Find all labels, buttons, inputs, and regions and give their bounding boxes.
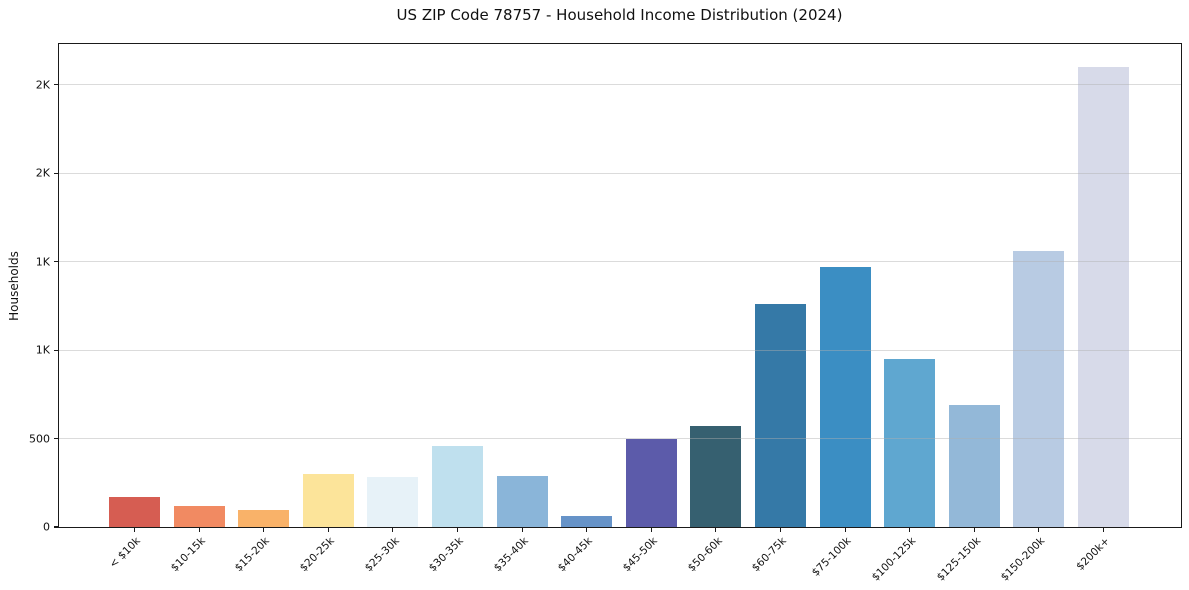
x-tick-label: $20-25k — [297, 535, 337, 575]
y-tick-mark — [54, 84, 59, 86]
bar — [238, 510, 290, 527]
x-tick-mark — [715, 527, 717, 532]
x-tick-label: $45-50k — [620, 535, 660, 575]
y-axis-label: Households — [7, 250, 21, 321]
bar — [755, 304, 806, 527]
y-tick-mark — [54, 349, 59, 351]
gridline — [59, 172, 1181, 174]
plot-area: Households < $10k $10-15k $15-20k $20-25k $2… — [7, 43, 1182, 584]
x-tick-label: < $10k — [107, 535, 143, 571]
x-tick-mark — [909, 527, 911, 532]
x-tick-mark — [973, 527, 975, 532]
y-tick-mark — [54, 437, 59, 440]
bar — [367, 476, 419, 527]
x-tick-label: $75-100k — [809, 535, 854, 579]
bar — [109, 496, 160, 527]
y-tick-label: 2K — [35, 166, 50, 180]
bar — [496, 475, 548, 527]
bar — [432, 445, 483, 527]
x-tick-mark — [844, 527, 846, 532]
bar — [948, 404, 1000, 527]
bar — [561, 516, 613, 527]
bar — [1013, 251, 1065, 527]
x-tick-mark — [133, 527, 136, 532]
gridline — [59, 261, 1181, 263]
x-tick-label: $150-200k — [998, 535, 1048, 584]
y-tick-mark — [54, 526, 59, 528]
x-tick-mark — [1102, 527, 1105, 532]
x-tick-label: $25-30k — [362, 535, 402, 575]
y-tick-label: 2K — [35, 78, 50, 92]
x-tick-mark — [1038, 527, 1040, 532]
y-tick-mark — [54, 261, 59, 263]
y-tick-mark — [54, 172, 59, 174]
x-tick-label: $30-35k — [426, 535, 466, 575]
x-tick-mark — [198, 527, 200, 532]
x-tick-label: $35-40k — [491, 535, 531, 575]
y-tick-label: 1K — [35, 255, 50, 269]
y-tick-label: 500 — [29, 432, 50, 446]
x-tick-mark — [586, 527, 588, 532]
bar — [302, 473, 354, 527]
gridline — [59, 349, 1181, 351]
x-tick-mark — [456, 527, 459, 532]
bar — [1078, 67, 1129, 527]
bar — [173, 505, 225, 527]
bar — [690, 426, 742, 527]
x-tick-label: $10-15k — [168, 535, 208, 575]
x-tick-label: $200k+ — [1074, 535, 1112, 573]
x-tick-label: $40-45k — [556, 535, 596, 575]
x-tick-mark — [650, 527, 652, 532]
x-tick-mark — [779, 527, 782, 532]
x-tick-label: $125-150k — [934, 535, 983, 584]
chart-title: US ZIP Code 78757 - Household Income Dis… — [396, 6, 843, 24]
gridline — [59, 438, 1181, 440]
x-tick-mark — [327, 527, 329, 532]
bar — [819, 266, 871, 527]
bar — [884, 358, 936, 527]
gridline — [59, 84, 1181, 86]
y-tick-label: 0 — [43, 520, 50, 534]
x-tick-label: $100-125k — [869, 535, 919, 584]
bar — [625, 438, 677, 527]
x-tick-label: $60-75k — [749, 535, 789, 575]
x-tick-mark — [521, 527, 523, 532]
y-tick-label: 1K — [35, 343, 50, 357]
x-tick-mark — [263, 527, 265, 532]
x-tick-label: $15-20k — [233, 535, 273, 575]
x-tick-label: $50-60k — [685, 535, 725, 575]
x-tick-mark — [392, 527, 394, 532]
